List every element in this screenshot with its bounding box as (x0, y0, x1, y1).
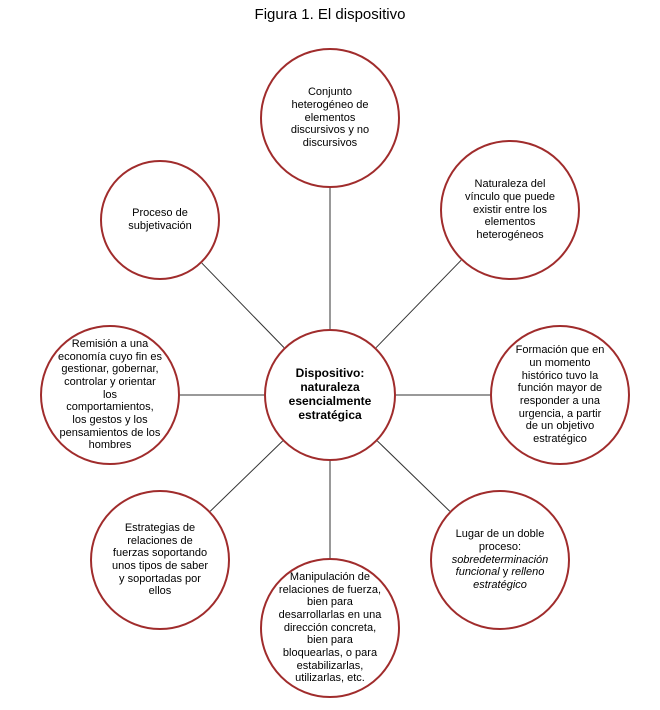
node-label: Dispositivo: naturaleza esencialmente es… (283, 361, 378, 428)
outer-node: Formación que en un momento histórico tu… (490, 325, 630, 465)
node-label: Estrategias de relaciones de fuerzas sop… (106, 516, 214, 604)
figure-title-text: Figura 1. El dispositivo (255, 6, 406, 23)
outer-node: Lugar de un dobleproceso:sobredeterminac… (430, 490, 570, 630)
edge (202, 263, 284, 348)
node-label: Manipulación de relaciones de fuerza, bi… (273, 565, 388, 691)
figure-title: Figura 1. El dispositivo (0, 6, 660, 24)
edge (377, 441, 449, 511)
outer-node: Naturaleza del vínculo que puede existir… (440, 140, 580, 280)
center-node: Dispositivo: naturaleza esencialmente es… (264, 329, 396, 461)
outer-node: Manipulación de relaciones de fuerza, bi… (260, 558, 400, 698)
edge (210, 441, 282, 511)
outer-node: Conjunto heterogéneo de elementos discur… (260, 48, 400, 188)
node-label: Formación que en un momento histórico tu… (510, 338, 611, 451)
diagram-stage: Figura 1. El dispositivo Dispositivo: na… (0, 0, 660, 710)
outer-node: Estrategias de relaciones de fuerzas sop… (90, 490, 230, 630)
node-label: Remisión a una economía cuyo fin es gest… (52, 332, 168, 458)
node-label: Proceso de subjetivación (122, 201, 198, 238)
edge (376, 260, 461, 348)
node-label: Lugar de un dobleproceso:sobredeterminac… (446, 522, 555, 597)
outer-node: Remisión a una economía cuyo fin es gest… (40, 325, 180, 465)
outer-node: Proceso de subjetivación (100, 160, 220, 280)
node-label: Conjunto heterogéneo de elementos discur… (285, 80, 375, 155)
node-label: Naturaleza del vínculo que puede existir… (459, 172, 561, 247)
